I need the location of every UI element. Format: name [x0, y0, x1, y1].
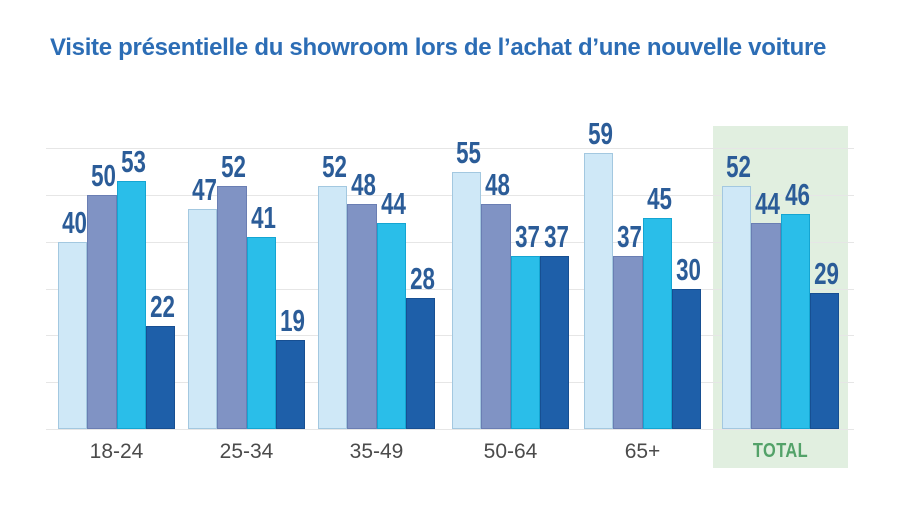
bar-value-label: 50 — [91, 158, 117, 193]
x-axis-label-50-64: 50-64 — [483, 440, 538, 463]
bar-slate-blue — [217, 186, 247, 429]
bar-slot-cyan: 46 — [780, 135, 810, 429]
bar-value-label: 19 — [279, 303, 305, 338]
bar-slot-cyan: 37 — [510, 135, 540, 429]
bar-slate-blue — [481, 204, 511, 429]
gridline-0 — [46, 429, 854, 430]
bar-dark-blue — [671, 289, 701, 429]
bar-slot-slate-blue: 50 — [87, 135, 117, 429]
bar-group-25-34: 47 52 41 19 — [188, 135, 305, 429]
bar-value-label: 37 — [514, 219, 540, 254]
bar-cyan — [642, 218, 672, 429]
bar-value-label: 55 — [456, 135, 481, 170]
bar-value-label: 30 — [675, 252, 701, 287]
bar-slate-blue — [87, 195, 117, 429]
bar-slot-cyan: 45 — [642, 135, 672, 429]
bar-cyan — [510, 256, 540, 429]
bar-light-blue — [318, 186, 348, 429]
bar-value-label: 46 — [784, 177, 810, 212]
gridline-40 — [46, 241, 854, 243]
bar-slot-slate-blue: 48 — [481, 135, 511, 429]
bar-light-blue — [722, 186, 752, 429]
bar-slot-dark-blue: 29 — [809, 135, 839, 429]
bar-slate-blue — [613, 256, 643, 429]
bar-value-label: 52 — [322, 149, 347, 184]
bar-value-label: 48 — [351, 167, 377, 202]
bar-slot-light-blue: 52 — [722, 135, 752, 429]
x-axis-label-total: TOTAL — [752, 440, 809, 462]
bar-group-65: 59 37 45 30 — [584, 118, 701, 429]
bar-slot-dark-blue: 37 — [539, 135, 569, 429]
bar-value-label: 52 — [221, 149, 247, 184]
bar-cyan — [246, 237, 276, 429]
bar-group-35-49: 52 48 44 28 — [318, 135, 435, 429]
bar-value-label: 53 — [120, 144, 146, 179]
x-axis-label-25-34: 25-34 — [219, 440, 274, 463]
chart-title: Visite présentielle du showroom lors de … — [50, 34, 827, 61]
bar-value-label: 40 — [62, 205, 87, 240]
bar-value-label: 44 — [380, 186, 406, 221]
bar-slot-slate-blue: 44 — [751, 135, 781, 429]
bar-group-18-24: 40 50 53 22 — [58, 135, 175, 429]
gridline-10 — [46, 382, 854, 384]
bar-slot-dark-blue: 28 — [405, 135, 435, 429]
bar-value-label: 37 — [617, 219, 643, 254]
bar-dark-blue — [405, 298, 435, 429]
bar-slot-light-blue: 59 — [584, 118, 614, 429]
bar-light-blue — [452, 172, 482, 429]
bar-dark-blue — [145, 326, 175, 429]
bar-value-label: 22 — [149, 289, 175, 324]
bar-slot-dark-blue: 19 — [275, 135, 305, 429]
bar-slot-cyan: 41 — [246, 135, 276, 429]
bar-group-50-64: 55 48 37 37 — [452, 135, 569, 429]
bar-slot-light-blue: 47 — [188, 135, 218, 429]
bar-slot-dark-blue: 22 — [145, 135, 175, 429]
bar-slot-slate-blue: 37 — [613, 135, 643, 429]
bar-slate-blue — [751, 223, 781, 429]
bar-slate-blue — [347, 204, 377, 429]
bar-dark-blue — [275, 340, 305, 429]
bar-value-label: 37 — [543, 219, 569, 254]
x-axis-label-35-49: 35-49 — [349, 440, 404, 463]
bar-value-label: 52 — [726, 149, 751, 184]
bar-cyan — [780, 214, 810, 429]
bar-light-blue — [584, 153, 614, 429]
bar-slot-cyan: 53 — [116, 135, 146, 429]
x-axis-label-65: 65+ — [624, 440, 661, 463]
bar-value-label: 45 — [646, 181, 672, 216]
bar-value-label: 28 — [409, 261, 435, 296]
bar-slot-slate-blue: 52 — [217, 135, 247, 429]
bar-value-label: 41 — [250, 200, 276, 235]
gridline-20 — [46, 335, 854, 337]
bar-value-label: 44 — [755, 186, 781, 221]
bar-group-total: 52 44 46 29 — [722, 135, 839, 429]
bar-dark-blue — [539, 256, 569, 429]
bar-value-label: 59 — [588, 116, 613, 151]
bar-slot-cyan: 44 — [376, 135, 406, 429]
bar-slot-slate-blue: 48 — [347, 135, 377, 429]
bar-value-label: 48 — [485, 167, 511, 202]
bar-light-blue — [188, 209, 218, 429]
bar-value-label: 29 — [813, 256, 839, 291]
gridline-30 — [46, 288, 854, 290]
x-axis-label-18-24: 18-24 — [89, 440, 144, 463]
bar-light-blue — [58, 242, 88, 429]
bar-value-label: 47 — [192, 172, 217, 207]
bar-cyan — [116, 181, 146, 429]
bar-slot-light-blue: 40 — [58, 135, 88, 429]
bar-slot-dark-blue: 30 — [671, 135, 701, 429]
gridline-60 — [46, 148, 854, 150]
bar-dark-blue — [809, 293, 839, 429]
gridline-50 — [46, 195, 854, 196]
bar-slot-light-blue: 52 — [318, 135, 348, 429]
bar-cyan — [376, 223, 406, 429]
bar-slot-light-blue: 55 — [452, 135, 482, 429]
